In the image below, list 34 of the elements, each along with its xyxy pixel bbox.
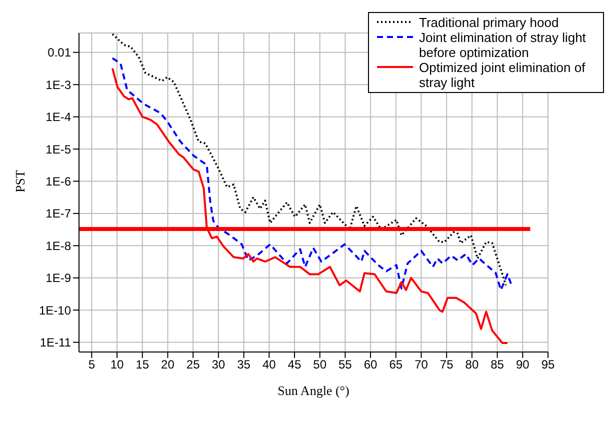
y-tick-label: 1E-8 [46,238,72,253]
y-tick-label: 1E-11 [40,336,72,350]
x-tick-label: 25 [186,358,200,372]
x-tick-label: 90 [516,358,530,372]
x-tick-label: 60 [364,358,378,372]
x-tick-label: 65 [389,358,403,372]
y-tick-label: 1E-10 [38,303,72,318]
x-tick-label: 35 [237,358,251,372]
x-tick-label: 75 [440,358,454,372]
y-tick-label: 0.01 [48,46,72,60]
y-tick-label: 1E-9 [46,271,72,286]
x-tick-label: 70 [414,358,428,372]
y-tick-label: 1E-6 [46,174,72,188]
x-tick-label: 40 [262,358,276,372]
x-tick-label: 15 [136,358,150,372]
y-tick-label: 1E-3 [46,78,72,92]
x-tick-label: 30 [212,358,226,372]
x-tick-label: 5 [88,358,96,372]
y-tick-label: 1E-4 [46,110,72,124]
x-tick-label: 85 [490,358,504,372]
x-tick-label: 20 [161,358,175,372]
y-axis-title: PST [12,170,28,192]
legend-label: Joint elimination of stray light before optimization [419,30,587,60]
x-tick-label: 55 [338,358,352,372]
y-tick-label: 1E-5 [46,142,72,156]
y-tick-label: 1E-7 [46,206,72,221]
x-tick-label: 95 [541,358,555,372]
legend-label: Traditional primary hood [419,15,559,30]
x-tick-label: 45 [288,358,302,372]
x-axis-title: Sun Angle (°) [278,383,350,398]
x-tick-label: 80 [465,358,479,372]
x-tick-label: 50 [313,358,327,372]
legend-label: Optimized joint elimination of stray light [419,60,586,90]
x-tick-label: 10 [110,358,124,372]
